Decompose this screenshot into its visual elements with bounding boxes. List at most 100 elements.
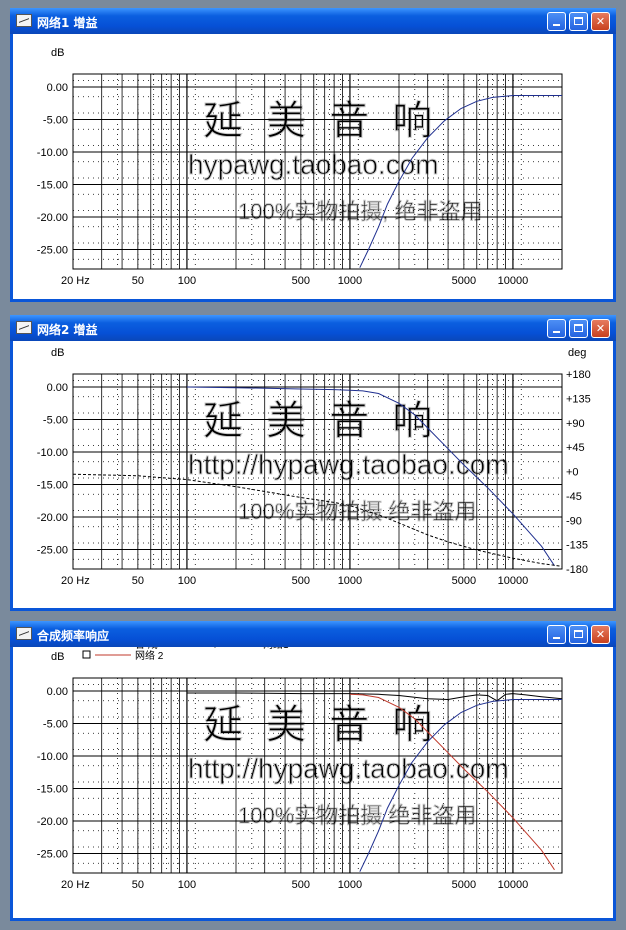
x-tick-label: 20 Hz xyxy=(61,575,90,587)
close-button[interactable]: ✕ xyxy=(591,12,610,31)
combined-plot: 延 美 音 响 http://hypawg.taobao.com 100%实物拍摄 … xyxy=(37,647,563,891)
maximize-button[interactable] xyxy=(569,12,588,31)
x-tick-label: 100 xyxy=(178,275,196,287)
y-tick-label: 0.00 xyxy=(47,382,68,394)
x-tick-label: 1000 xyxy=(338,575,362,587)
x-tick-label: 20 Hz xyxy=(61,879,90,891)
legend-label: 网络1 xyxy=(263,647,289,651)
window-title: 网络2 增益 xyxy=(37,323,98,337)
series-line xyxy=(359,699,562,872)
close-button[interactable]: ✕ xyxy=(591,319,610,338)
x-tick-label: 10000 xyxy=(498,575,529,587)
y-tick-label: -20.00 xyxy=(37,212,68,224)
x-tick-label: 50 xyxy=(132,575,144,587)
x-tick-label: 1000 xyxy=(338,275,362,287)
y-axis-unit: dB xyxy=(51,47,64,59)
window-network2-gain: 网络2 增益 ✕ 延 美 音 响 http://hypawg.taobao.com… xyxy=(10,315,616,611)
chart-window-icon xyxy=(16,321,32,334)
y-axis-unit: dB xyxy=(51,347,64,359)
y2-axis-unit: deg xyxy=(568,347,586,359)
y2-tick-label: -90 xyxy=(566,515,582,527)
y-tick-label: -25.00 xyxy=(37,245,68,257)
window-network1-gain: 网络1 增益 ✕ 延 美 音 响 hypawg.taobao.com 100%实物拍… xyxy=(10,8,616,302)
window-combined-response: 合成频率响应 ✕ 延 美 音 响 http://hypawg.taobao.com… xyxy=(10,621,616,921)
y-tick-label: -5.00 xyxy=(43,415,68,427)
series-line xyxy=(359,95,562,268)
y-tick-label: -5.00 xyxy=(43,115,68,127)
series-line xyxy=(72,473,563,567)
y-tick-label: -15.00 xyxy=(37,180,68,192)
x-tick-label: 5000 xyxy=(452,275,476,287)
plot-frame xyxy=(72,677,563,874)
minimize-button[interactable] xyxy=(547,12,566,31)
x-tick-label: 50 xyxy=(132,879,144,891)
y-axis-unit: dB xyxy=(51,651,64,663)
y-tick-label: -5.00 xyxy=(43,719,68,731)
maximize-icon xyxy=(574,630,583,638)
minimize-button[interactable] xyxy=(547,625,566,644)
title-bar[interactable]: 网络1 增益 ✕ xyxy=(10,8,616,34)
series-line xyxy=(349,693,555,871)
chart-window-icon xyxy=(16,627,32,640)
plot-frame xyxy=(72,373,563,570)
chart-window-icon xyxy=(16,14,32,27)
y2-tick-label: +135 xyxy=(566,393,591,405)
y-tick-label: -25.00 xyxy=(37,849,68,861)
legend-marker-square xyxy=(82,650,91,659)
minimize-icon xyxy=(553,331,560,333)
y-tick-label: -10.00 xyxy=(37,751,68,763)
watermark-brand: 延 美 音 响 xyxy=(203,703,438,747)
x-tick-label: 1000 xyxy=(338,879,362,891)
maximize-button[interactable] xyxy=(569,625,588,644)
y-tick-label: -20.00 xyxy=(37,512,68,524)
x-tick-label: 500 xyxy=(292,575,310,587)
y-tick-label: -15.00 xyxy=(37,784,68,796)
y2-tick-label: +180 xyxy=(566,369,591,381)
minimize-button[interactable] xyxy=(547,319,566,338)
watermark-url: hypawg.taobao.com xyxy=(188,149,439,180)
maximize-button[interactable] xyxy=(569,319,588,338)
watermark-url: http://hypawg.taobao.com xyxy=(188,449,509,480)
watermark-brand: 延 美 音 响 xyxy=(203,399,438,443)
x-tick-label: 100 xyxy=(178,879,196,891)
y2-tick-label: -135 xyxy=(566,540,588,552)
title-bar[interactable]: 网络2 增益 ✕ xyxy=(10,315,616,341)
y2-tick-label: +0 xyxy=(566,467,579,479)
y-tick-label: -10.00 xyxy=(37,147,68,159)
close-button[interactable]: ✕ xyxy=(591,625,610,644)
y-tick-label: -25.00 xyxy=(37,545,68,557)
close-icon: ✕ xyxy=(595,322,606,335)
maximize-icon xyxy=(574,17,583,25)
window-title: 网络1 增益 xyxy=(37,16,98,30)
x-tick-label: 5000 xyxy=(452,575,476,587)
y2-tick-label: +45 xyxy=(566,442,585,454)
watermark-url: http://hypawg.taobao.com xyxy=(188,753,509,784)
x-tick-label: 20 Hz xyxy=(61,275,90,287)
minimize-icon xyxy=(553,637,560,639)
minimize-icon xyxy=(553,24,560,26)
y-tick-label: -20.00 xyxy=(37,816,68,828)
y2-tick-label: -180 xyxy=(566,564,588,576)
y2-tick-label: -45 xyxy=(566,491,582,503)
y-tick-label: -15.00 xyxy=(37,480,68,492)
x-tick-label: 10000 xyxy=(498,275,529,287)
x-tick-label: 100 xyxy=(178,575,196,587)
series-line xyxy=(186,692,563,702)
gain-plot: 延 美 音 响 hypawg.taobao.com 100%实物拍摄, 绝非盗用 dB… xyxy=(37,47,563,287)
title-bar[interactable]: 合成频率响应 ✕ xyxy=(10,621,616,647)
gain-phase-plot: 延 美 音 响 http://hypawg.taobao.com 100%实物拍摄 … xyxy=(37,347,591,587)
maximize-icon xyxy=(574,324,583,332)
plot-frame xyxy=(72,73,563,270)
watermark-note: 100%实物拍摄 绝非盗用 xyxy=(238,499,476,524)
series-line xyxy=(186,386,555,567)
watermark-note: 100%实物拍摄 绝非盗用 xyxy=(238,803,476,828)
y-tick-label: 0.00 xyxy=(47,686,68,698)
watermark-note: 100%实物拍摄, 绝非盗用 xyxy=(238,199,483,224)
window-title: 合成频率响应 xyxy=(37,629,110,643)
close-icon: ✕ xyxy=(595,628,606,641)
close-icon: ✕ xyxy=(595,15,606,28)
x-tick-label: 500 xyxy=(292,879,310,891)
legend-label: 网络 2 xyxy=(135,649,164,662)
x-tick-label: 10000 xyxy=(498,879,529,891)
y-tick-label: 0.00 xyxy=(47,82,68,94)
